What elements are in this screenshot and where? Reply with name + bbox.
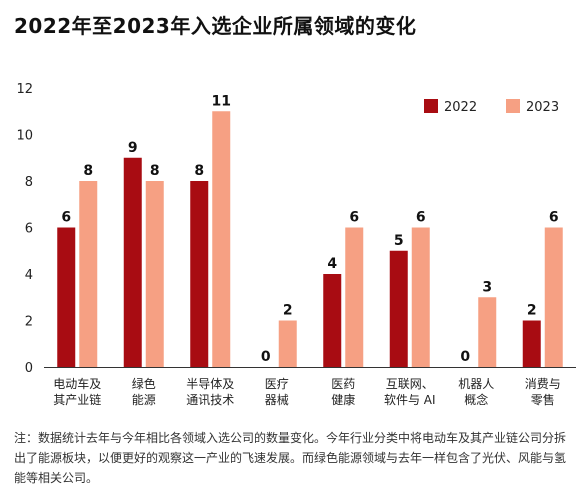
- bar-2023: [212, 111, 231, 367]
- x-tick-label: 能源: [132, 393, 156, 407]
- data-label: 2: [527, 303, 537, 319]
- data-label: 4: [327, 256, 337, 272]
- bar-2023: [478, 297, 497, 367]
- x-tick-label: 互联网、: [386, 377, 434, 391]
- x-tick-label: 软件与 AI: [384, 393, 436, 407]
- x-tick-label: 概念: [464, 392, 488, 407]
- x-tick-label: 绿色: [132, 376, 156, 391]
- data-label: 9: [128, 140, 138, 156]
- legend-label: 2023: [526, 100, 559, 115]
- bar-2022: [123, 157, 142, 367]
- data-label: 0: [261, 349, 271, 365]
- x-tick-label: 机器人: [458, 377, 494, 391]
- data-label: 8: [150, 163, 160, 179]
- y-tick-label: 4: [25, 268, 33, 283]
- y-tick-label: 10: [16, 129, 33, 144]
- x-tick-label: 其产业链: [53, 392, 101, 407]
- data-label: 8: [83, 163, 93, 179]
- bar-2023: [544, 227, 563, 367]
- x-tick-label: 电动车及: [53, 376, 101, 391]
- y-tick-label: 0: [25, 361, 33, 376]
- data-label: 5: [394, 233, 404, 249]
- x-tick-label: 消费与: [525, 377, 561, 391]
- bar-2023: [145, 181, 164, 367]
- bar-2023: [79, 181, 98, 367]
- data-label: 6: [349, 210, 359, 226]
- bar-2023: [345, 227, 364, 367]
- x-tick-label: 医药: [331, 377, 355, 391]
- bar-2023: [278, 320, 297, 367]
- data-label: 11: [212, 93, 231, 109]
- legend-swatch-2023: [506, 99, 520, 113]
- y-tick-label: 2: [25, 315, 33, 330]
- legend-label: 2022: [444, 100, 477, 115]
- x-tick-label: 医疗: [265, 377, 289, 391]
- data-label: 6: [549, 210, 559, 226]
- footnote: 注：数据统计去年与今年相比各领域入选公司的数量变化。今年行业分类中将电动车及其产…: [14, 431, 567, 485]
- data-label: 2: [283, 303, 293, 319]
- bar-2022: [57, 227, 76, 367]
- x-tick-label: 通讯技术: [186, 393, 234, 407]
- bar-2023: [411, 227, 430, 367]
- y-tick-label: 8: [25, 175, 33, 190]
- chart-title: 2022年至2023年入选企业所属领域的变化: [14, 14, 417, 38]
- bar-2022: [190, 181, 209, 367]
- bar-chart: 02468101268电动车及其产业链98绿色能源811半导体及通讯技术02医疗…: [16, 82, 576, 407]
- y-tick-label: 12: [16, 82, 33, 97]
- y-tick-label: 6: [25, 222, 33, 237]
- x-tick-label: 健康: [331, 392, 355, 407]
- bar-2022: [389, 250, 408, 367]
- data-label: 3: [482, 279, 492, 295]
- x-tick-label: 半导体及: [186, 377, 234, 391]
- bar-2022: [323, 274, 342, 367]
- legend-swatch-2022: [424, 99, 438, 113]
- data-label: 6: [61, 210, 71, 226]
- data-label: 8: [194, 163, 204, 179]
- bar-2022: [522, 320, 541, 367]
- data-label: 6: [416, 210, 426, 226]
- x-tick-label: 器械: [265, 392, 289, 407]
- data-label: 0: [460, 349, 470, 365]
- x-tick-label: 零售: [531, 392, 555, 407]
